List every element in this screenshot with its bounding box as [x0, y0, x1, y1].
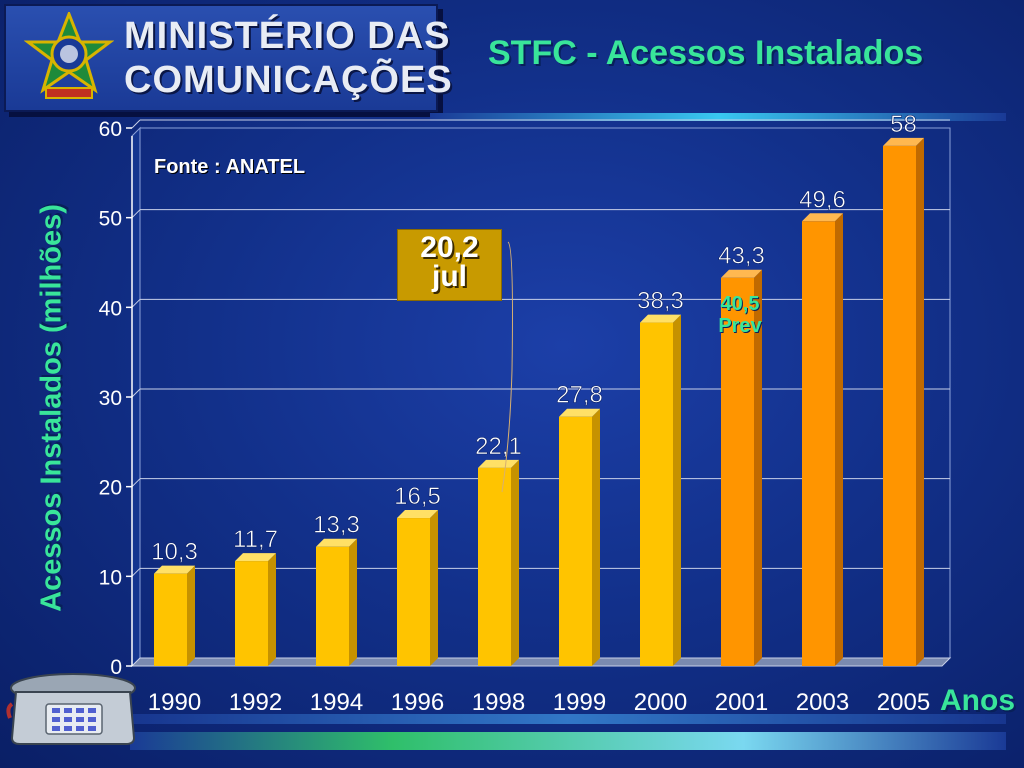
bar — [559, 416, 592, 666]
callout-box: 20,2 jul — [397, 229, 502, 301]
logo-line-2: COMUNICAÇÕES — [124, 59, 453, 101]
bar — [154, 573, 187, 666]
x-tick-label: 1990 — [148, 689, 201, 716]
bar-value-label: 27,8 — [556, 382, 603, 409]
brazil-crest-icon — [24, 12, 114, 99]
y-tick-label: 30 — [99, 387, 122, 410]
x-tick-label: 1996 — [391, 689, 444, 716]
bar-top — [883, 137, 924, 146]
bar-value-label: 10,3 — [151, 539, 198, 566]
bar-top — [397, 510, 438, 519]
bar-side — [268, 553, 276, 666]
bar-top — [802, 213, 843, 222]
bar-side — [349, 538, 357, 666]
bar-value-label: 43,3 — [718, 243, 765, 270]
callout-value: 20,2 — [420, 231, 479, 264]
bar-side — [511, 459, 519, 666]
bar-side — [187, 565, 195, 666]
gridline-depth — [131, 478, 141, 488]
bar-side — [673, 314, 681, 666]
bar-value-label: 58 — [890, 111, 917, 138]
bar-side — [592, 408, 600, 666]
forecast-value: 40,5 — [720, 293, 760, 315]
bar-side — [835, 213, 843, 666]
callout-connector — [501, 241, 513, 493]
gridline-depth — [131, 119, 141, 129]
bar-value-label: 13,3 — [313, 512, 360, 539]
bar — [640, 322, 673, 666]
bar-top — [721, 269, 762, 278]
bar-top — [640, 314, 681, 323]
bar-value-label: 16,5 — [394, 483, 441, 510]
x-tick-label: 2003 — [796, 689, 849, 716]
page-title: STFC - Acessos Instalados — [488, 34, 924, 72]
x-axis-title: Anos — [940, 684, 1015, 717]
bar — [478, 467, 511, 666]
forecast-label: Prev — [718, 315, 762, 337]
x-tick-label: 2005 — [877, 689, 930, 716]
plot-side-wall — [131, 126, 141, 668]
bar-side — [916, 137, 924, 666]
ministry-logo: MINISTÉRIO DAS COMUNICAÇÕES — [4, 4, 453, 112]
x-tick-label: 1998 — [472, 689, 525, 716]
y-axis-title: Acessos Instalados (milhões) — [35, 204, 68, 612]
footer-divider — [130, 732, 1006, 750]
callout-month: jul — [432, 260, 467, 293]
gridline-depth — [131, 567, 141, 577]
bar-top — [316, 538, 357, 547]
bar-side — [754, 269, 762, 666]
y-tick-label: 0 — [110, 656, 122, 679]
source-note: Fonte : ANATEL — [154, 156, 306, 178]
bar — [883, 145, 916, 666]
gridline-depth — [131, 209, 141, 219]
x-tick-label: 1999 — [553, 689, 606, 716]
header-divider — [430, 113, 1006, 121]
bar — [721, 277, 754, 666]
footer-divider-upper — [130, 714, 1006, 724]
x-tick-label: 2001 — [715, 689, 768, 716]
logo-line-1: MINISTÉRIO DAS — [124, 15, 451, 57]
bar — [397, 518, 430, 666]
bar — [235, 561, 268, 666]
telephone-icon — [6, 673, 136, 745]
bar-value-label: 49,6 — [799, 186, 846, 213]
y-tick-label: 60 — [99, 118, 122, 141]
bar — [316, 546, 349, 666]
y-tick-label: 20 — [99, 477, 122, 500]
bar-top — [235, 553, 276, 562]
x-tick-label: 1994 — [310, 689, 363, 716]
x-tick-label: 1992 — [229, 689, 282, 716]
bar-value-label: 11,7 — [233, 526, 278, 553]
y-tick-label: 40 — [99, 297, 122, 320]
y-tick-label: 50 — [99, 208, 122, 231]
y-tick-label: 10 — [99, 566, 122, 589]
bar-top — [478, 459, 519, 468]
bar-value-label: 38,3 — [637, 288, 684, 315]
bar-top — [154, 565, 195, 574]
ministry-name: MINISTÉRIO DAS COMUNICAÇÕES — [124, 14, 453, 102]
bar-top — [559, 408, 600, 417]
gridline-depth — [131, 298, 141, 308]
bar — [802, 221, 835, 666]
bar-side — [430, 510, 438, 666]
gridline-depth — [131, 388, 141, 398]
bar-value-label: 22,1 — [475, 433, 522, 460]
x-tick-label: 2000 — [634, 689, 687, 716]
